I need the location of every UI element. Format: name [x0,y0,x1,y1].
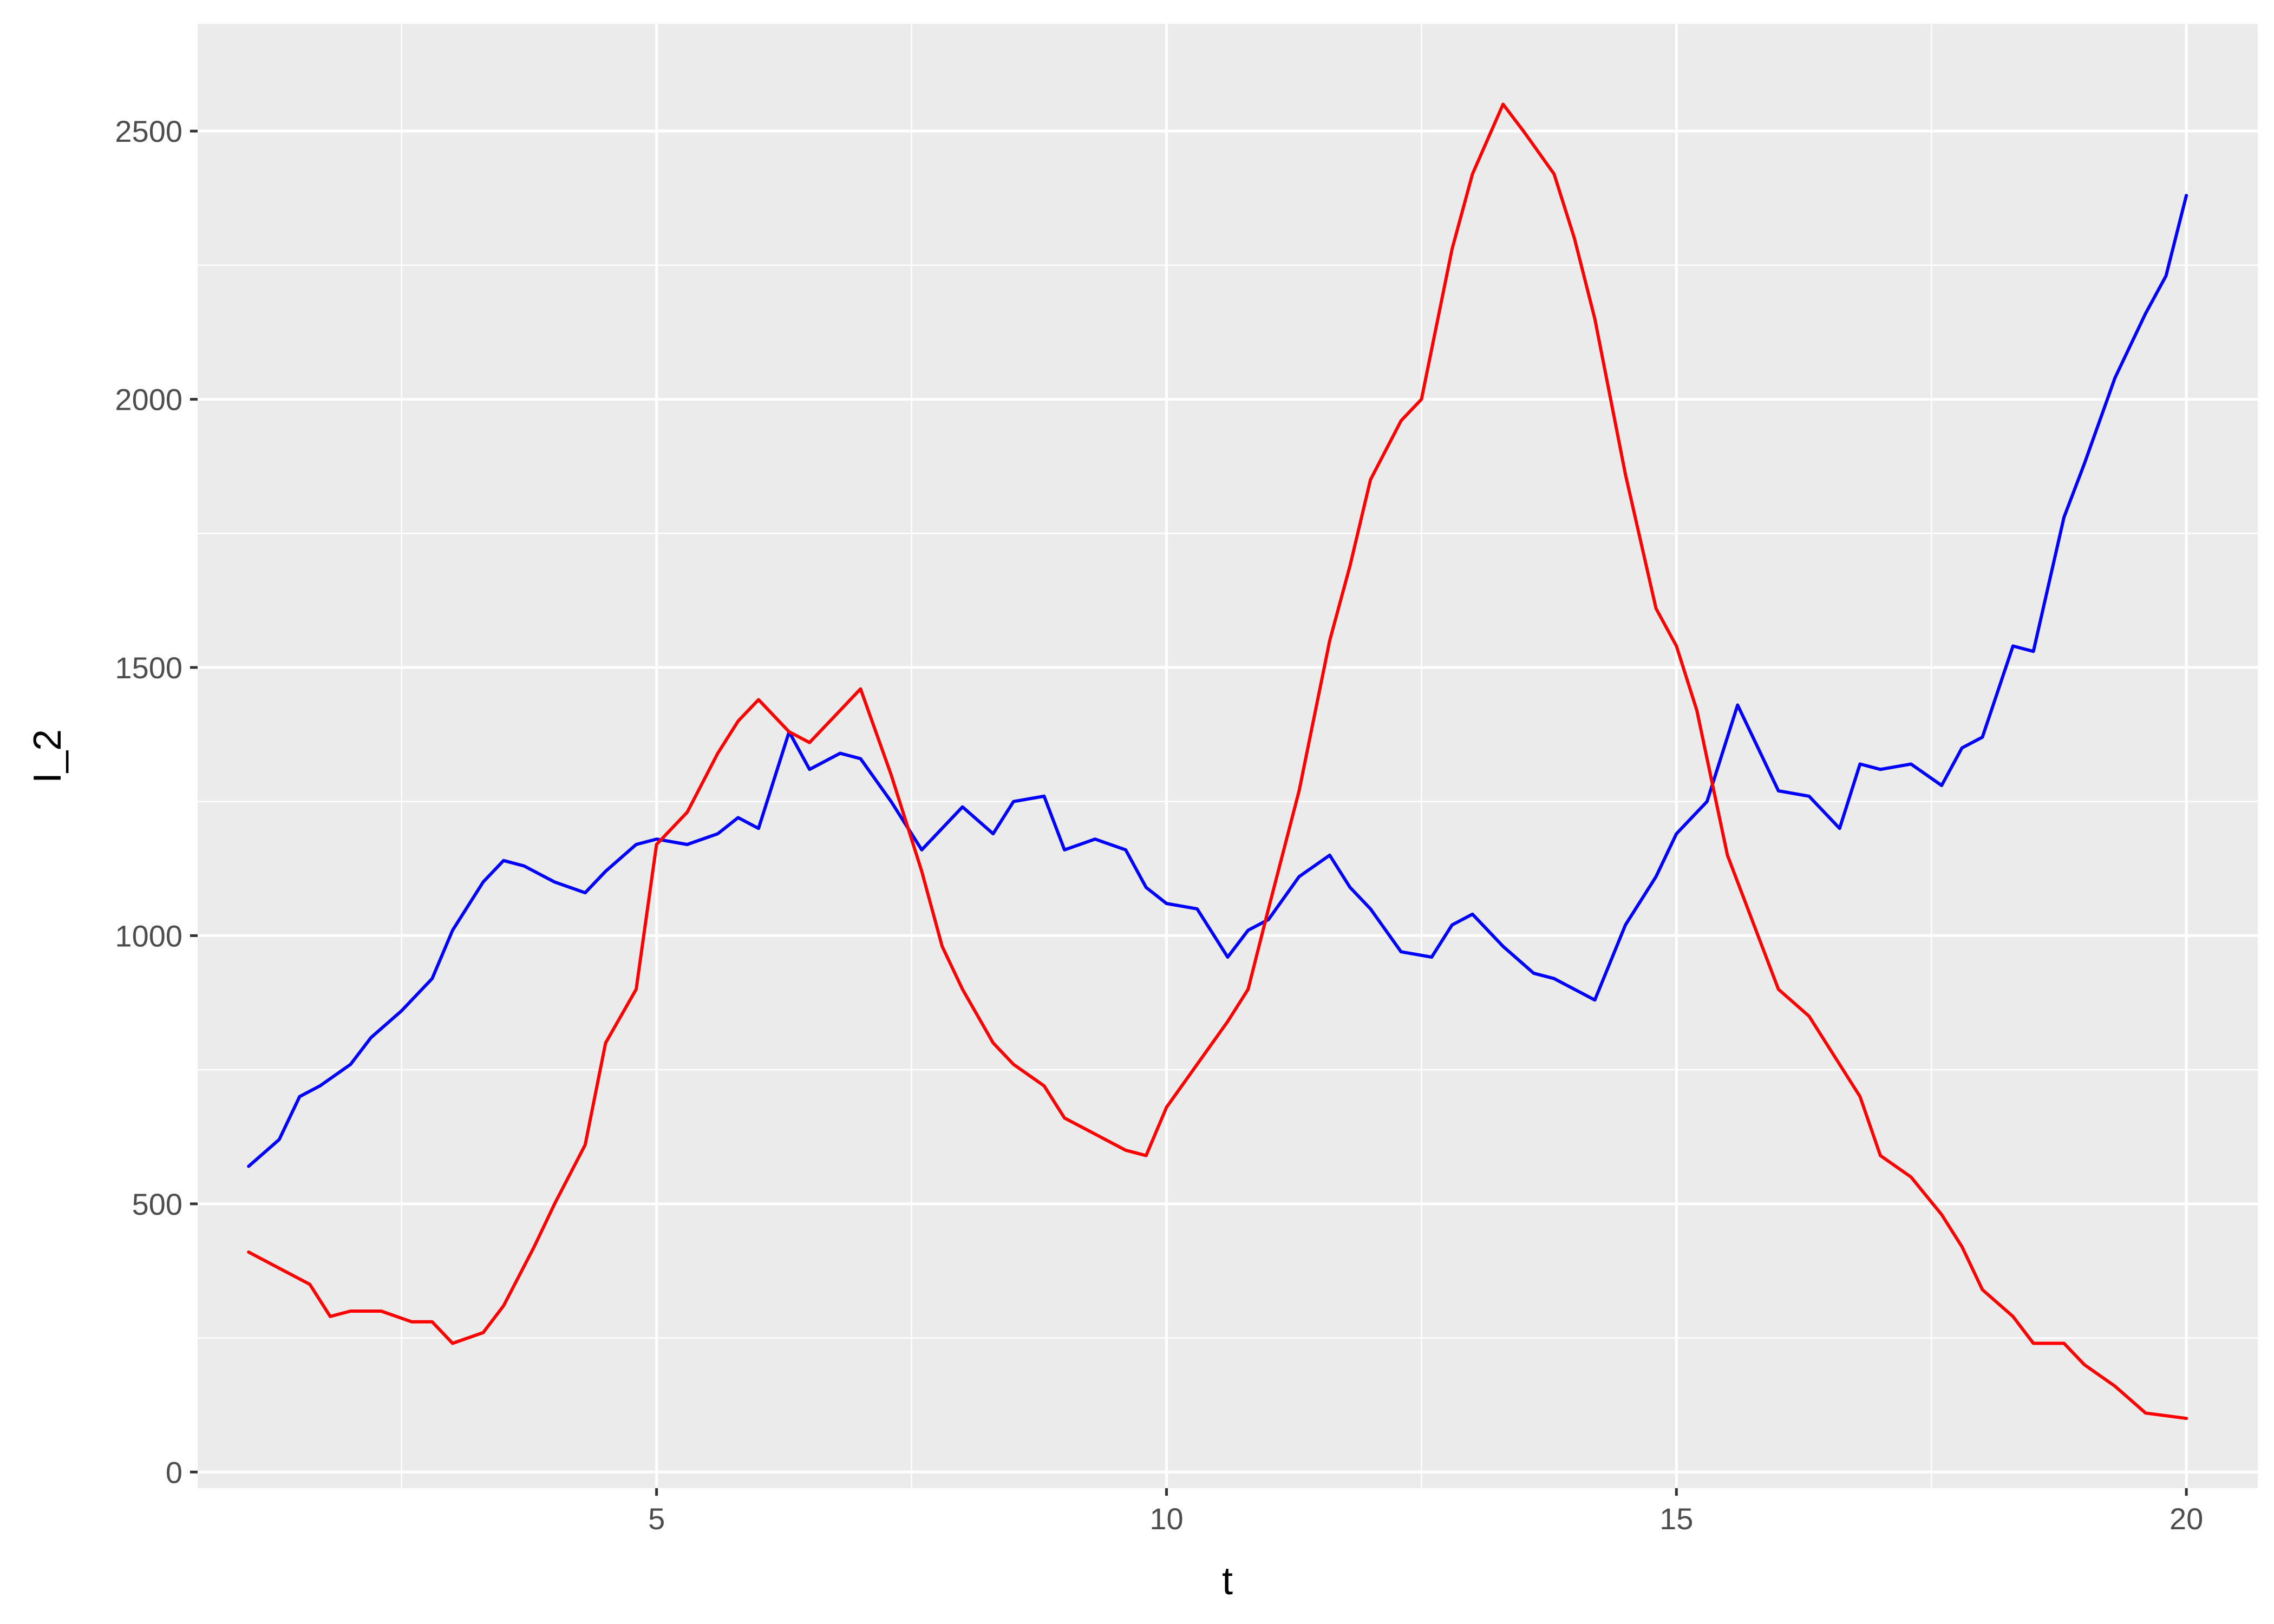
x-tick-labels: 5 10 15 20 [648,1502,2203,1536]
x-tick-label: 5 [648,1502,665,1536]
y-tick-label: 1000 [115,919,182,953]
series-line-2 [247,102,2188,1420]
y-tick-label: 1500 [115,651,182,685]
axis-ticks [190,129,2188,1496]
x-tick-label: 20 [2170,1502,2203,1536]
y-tick-label: 500 [132,1187,182,1221]
x-tick-label: 10 [1149,1502,1183,1536]
major-gridlines [198,24,2258,1488]
y-tick-label: 0 [166,1455,182,1489]
y-axis-title: I_2 [26,729,69,783]
y-tick-label: 2000 [115,383,182,417]
minor-gridlines [198,24,2258,1488]
plot-panel [198,24,2258,1488]
x-tick-label: 15 [1659,1502,1693,1536]
y-tick-label: 2500 [115,114,182,148]
x-axis-title: t [1222,1560,1233,1603]
y-tick-labels: 0 500 1000 1500 2000 2500 [115,114,182,1489]
series-line-1 [247,194,2188,1168]
series-lines [247,102,2188,1420]
